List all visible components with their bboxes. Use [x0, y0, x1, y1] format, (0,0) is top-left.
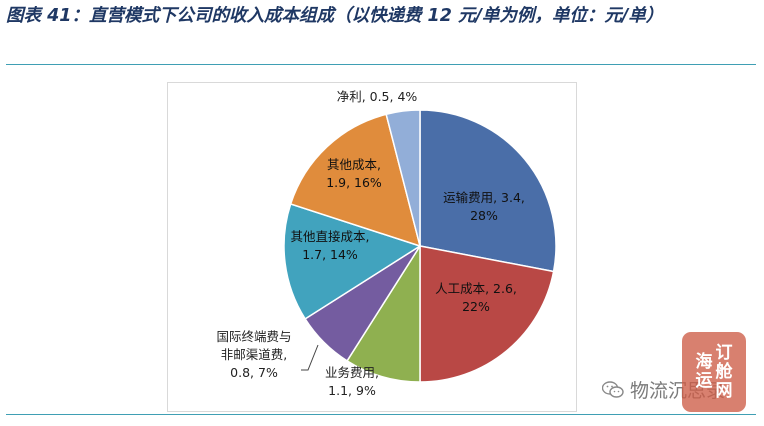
wechat-icon — [601, 380, 624, 399]
pie-slice — [283, 203, 422, 320]
slice-data-label: 运输费用, 3.4, 28% — [443, 190, 525, 223]
slice-data-label: 其他直接成本, 1.7, 14% — [291, 229, 370, 262]
pie-slice — [419, 109, 557, 273]
slice-data-label: 净利, 0.5, 4% — [337, 89, 418, 104]
slice-data-label: 其他成本, 1.9, 16% — [326, 157, 382, 190]
pie-slice — [385, 109, 421, 247]
slice-data-label: 国际终端费与非邮渠道费, 0.8, 7% — [216, 329, 291, 380]
footer-rule — [6, 414, 756, 415]
pie-chart: 运输费用, 3.4, 28% 人工成本, 2.6, 22% 业务费用, 1.1, 9% 国际… — [216, 89, 557, 398]
seal-stamp: 订 舱 网 海 运 — [682, 332, 746, 412]
slice-data-label: 业务费用, 1.1, 9% — [325, 365, 379, 398]
pie-slice — [289, 113, 422, 248]
figure-caption: 图表 41：直营模式下公司的收入成本组成（以快递费 12 元/单为例，单位：元/… — [6, 6, 664, 26]
caption-rule — [6, 64, 756, 65]
pie-slice — [419, 245, 555, 383]
chart-panel: 运输费用, 3.4, 28% 人工成本, 2.6, 22% 业务费用, 1.1, 9% 国际… — [167, 82, 577, 412]
slice-data-label: 人工成本, 2.6, 22% — [435, 281, 517, 314]
label-leader-line — [301, 344, 319, 371]
